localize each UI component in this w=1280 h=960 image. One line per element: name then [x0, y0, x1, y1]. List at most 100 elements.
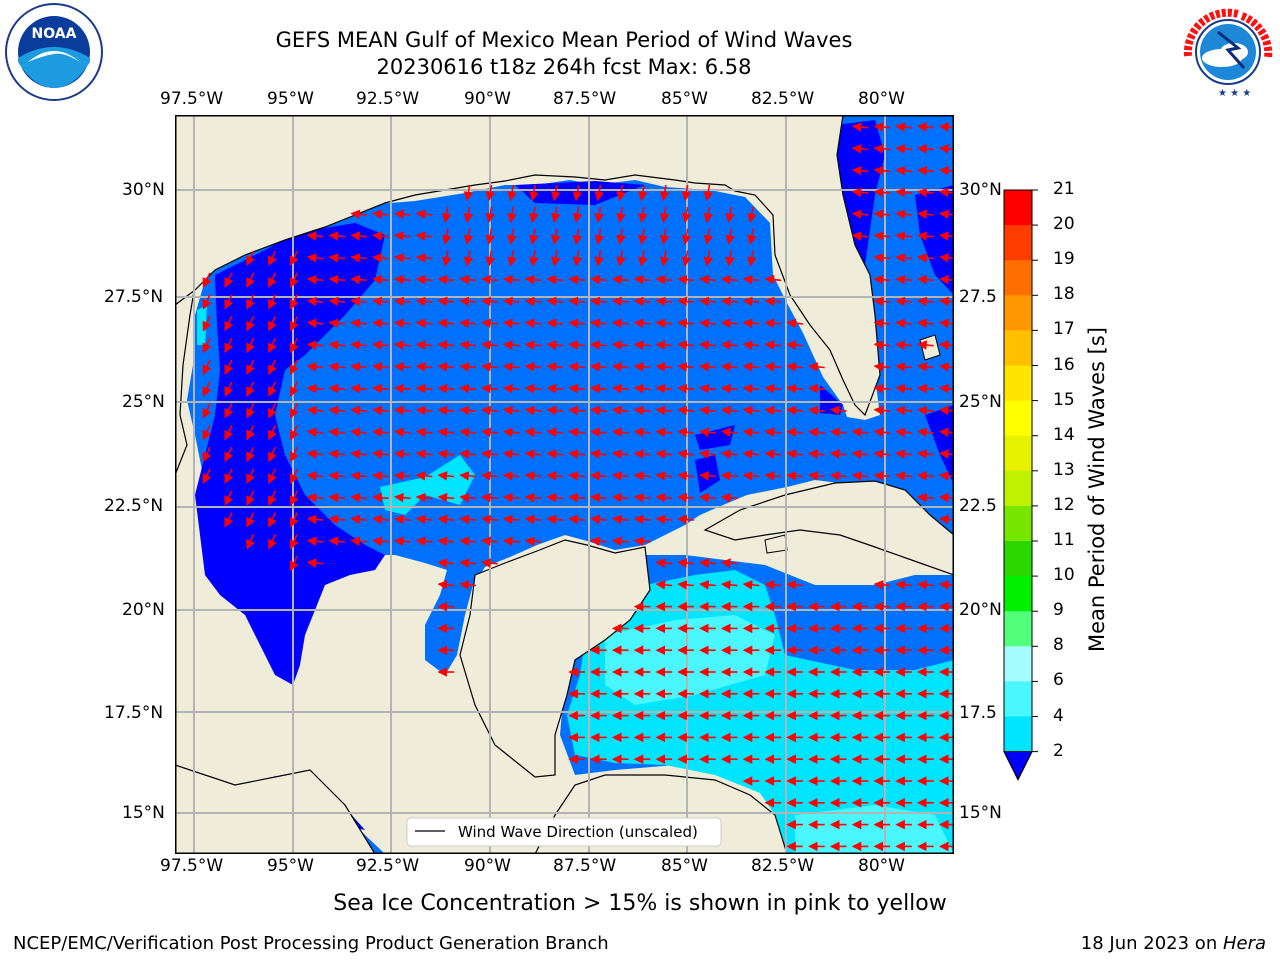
wind-wave-arrow: [699, 449, 716, 459]
wind-wave-arrow: [481, 514, 498, 525]
wind-wave-arrow: [481, 427, 498, 438]
wind-wave-arrow: [590, 492, 607, 503]
wind-wave-arrow: [372, 405, 389, 416]
wind-wave-arrow: [917, 274, 934, 285]
wind-wave-arrow: [873, 231, 891, 241]
wind-wave-arrow: [546, 362, 564, 372]
colorbar-tick-label: 14: [1053, 424, 1075, 445]
wind-wave-arrow: [459, 558, 476, 568]
colorbar: [1003, 189, 1038, 781]
wind-wave-arrow: [720, 383, 738, 394]
wind-wave-arrow: [502, 536, 520, 547]
wind-wave-arrow: [873, 296, 891, 307]
wind-wave-arrow: [268, 446, 277, 463]
wind-wave-arrow: [873, 449, 891, 459]
wind-wave-arrow: [481, 492, 498, 503]
wind-wave-arrow: [677, 405, 694, 416]
wind-wave-arrow: [655, 383, 673, 394]
wind-wave-arrow: [372, 362, 389, 372]
colorbar-frame: [1003, 189, 1033, 781]
colorbar-extend: [1003, 751, 1033, 781]
wind-wave-arrow: [633, 471, 651, 481]
wind-wave-arrow: [633, 383, 651, 394]
wind-wave-arrow: [873, 405, 891, 416]
wind-wave-arrow: [917, 187, 934, 198]
colorbar-label: Mean Period of Wind Waves [s]: [1085, 327, 1109, 652]
colorbar-tick-label: 8: [1053, 635, 1064, 656]
wind-wave-arrow: [655, 558, 673, 568]
wind-wave-arrow: [764, 362, 782, 372]
wind-wave-arrow: [524, 296, 542, 307]
wind-wave-arrow: [659, 184, 670, 202]
wind-wave-arrow: [594, 184, 605, 202]
wind-wave-arrow: [246, 490, 255, 506]
wind-wave-arrow: [268, 425, 277, 441]
wind-wave-arrow: [829, 427, 847, 438]
lon-label-bottom: 85°W: [661, 856, 708, 876]
wind-wave-arrow: [681, 228, 692, 245]
wind-wave-arrow: [851, 471, 869, 481]
wind-wave-arrow: [289, 337, 299, 354]
wind-wave-arrow: [224, 512, 234, 528]
wind-wave-arrow: [306, 514, 324, 525]
wind-wave-arrow: [616, 206, 626, 224]
wind-wave-arrow: [441, 228, 452, 245]
wind-wave-arrow: [415, 296, 433, 307]
wind-wave-arrow: [677, 296, 694, 307]
wind-wave-arrow: [268, 468, 277, 485]
wind-wave-arrow: [720, 340, 738, 350]
wind-wave-arrow: [529, 250, 539, 267]
wind-wave-arrow: [655, 514, 673, 525]
wind-wave-arrow: [268, 272, 277, 288]
wind-wave-arrow: [437, 383, 455, 394]
colorbar-tick-label: 17: [1053, 319, 1075, 340]
wind-wave-arrow: [742, 471, 760, 481]
wind-wave-arrow: [895, 231, 912, 241]
wind-wave-arrow: [720, 427, 738, 438]
wind-wave-arrow: [873, 318, 891, 329]
wind-wave-arrow: [568, 340, 585, 350]
wind-wave-arrow: [546, 296, 564, 307]
wind-wave-arrow: [720, 449, 738, 459]
wind-wave-arrow: [289, 294, 299, 310]
wind-wave-arrow: [568, 274, 585, 285]
wind-wave-arrow: [350, 536, 367, 547]
wind-wave-arrow: [851, 449, 869, 459]
wind-wave-arrow: [568, 383, 585, 394]
wind-wave-arrow: [328, 536, 346, 547]
wind-wave-arrow: [572, 184, 583, 202]
wind-wave-arrow: [873, 362, 891, 372]
colorbar-segment: [1004, 225, 1032, 261]
wind-wave-arrow: [572, 206, 583, 224]
wind-wave-arrow: [372, 209, 389, 220]
wind-wave-arrow: [306, 558, 324, 568]
wind-wave-arrow: [851, 187, 869, 198]
wind-wave-arrow: [481, 383, 498, 394]
wind-wave-arrow: [677, 318, 694, 329]
wind-wave-arrow: [681, 184, 692, 202]
wind-wave-arrow: [633, 449, 651, 459]
wind-wave-arrow: [224, 425, 234, 441]
wind-wave-arrow: [502, 340, 520, 350]
wind-wave-arrow: [568, 449, 585, 459]
wind-wave-arrow: [611, 340, 629, 350]
colorbar-segment: [1004, 190, 1032, 226]
wind-wave-arrow: [742, 274, 760, 285]
wind-wave-arrow: [786, 318, 803, 329]
wind-wave-arrow: [633, 405, 651, 416]
wind-wave-arrow: [393, 296, 411, 307]
wind-wave-arrow: [764, 580, 782, 590]
wind-wave-arrow: [699, 558, 716, 568]
wind-wave-arrow: [895, 253, 912, 263]
wind-wave-arrow: [917, 296, 934, 307]
wind-wave-arrow: [224, 272, 234, 288]
wind-wave-arrow: [742, 405, 760, 416]
wind-wave-arrow: [917, 580, 934, 590]
wind-wave-arrow: [764, 449, 782, 459]
wind-wave-arrow: [372, 383, 389, 394]
wind-wave-arrow: [306, 318, 324, 329]
low-period-bahamas: [925, 405, 954, 485]
colorbar-tick-label: 2: [1053, 740, 1064, 761]
wind-wave-arrow: [328, 296, 346, 307]
wind-wave-arrow: [895, 580, 912, 590]
